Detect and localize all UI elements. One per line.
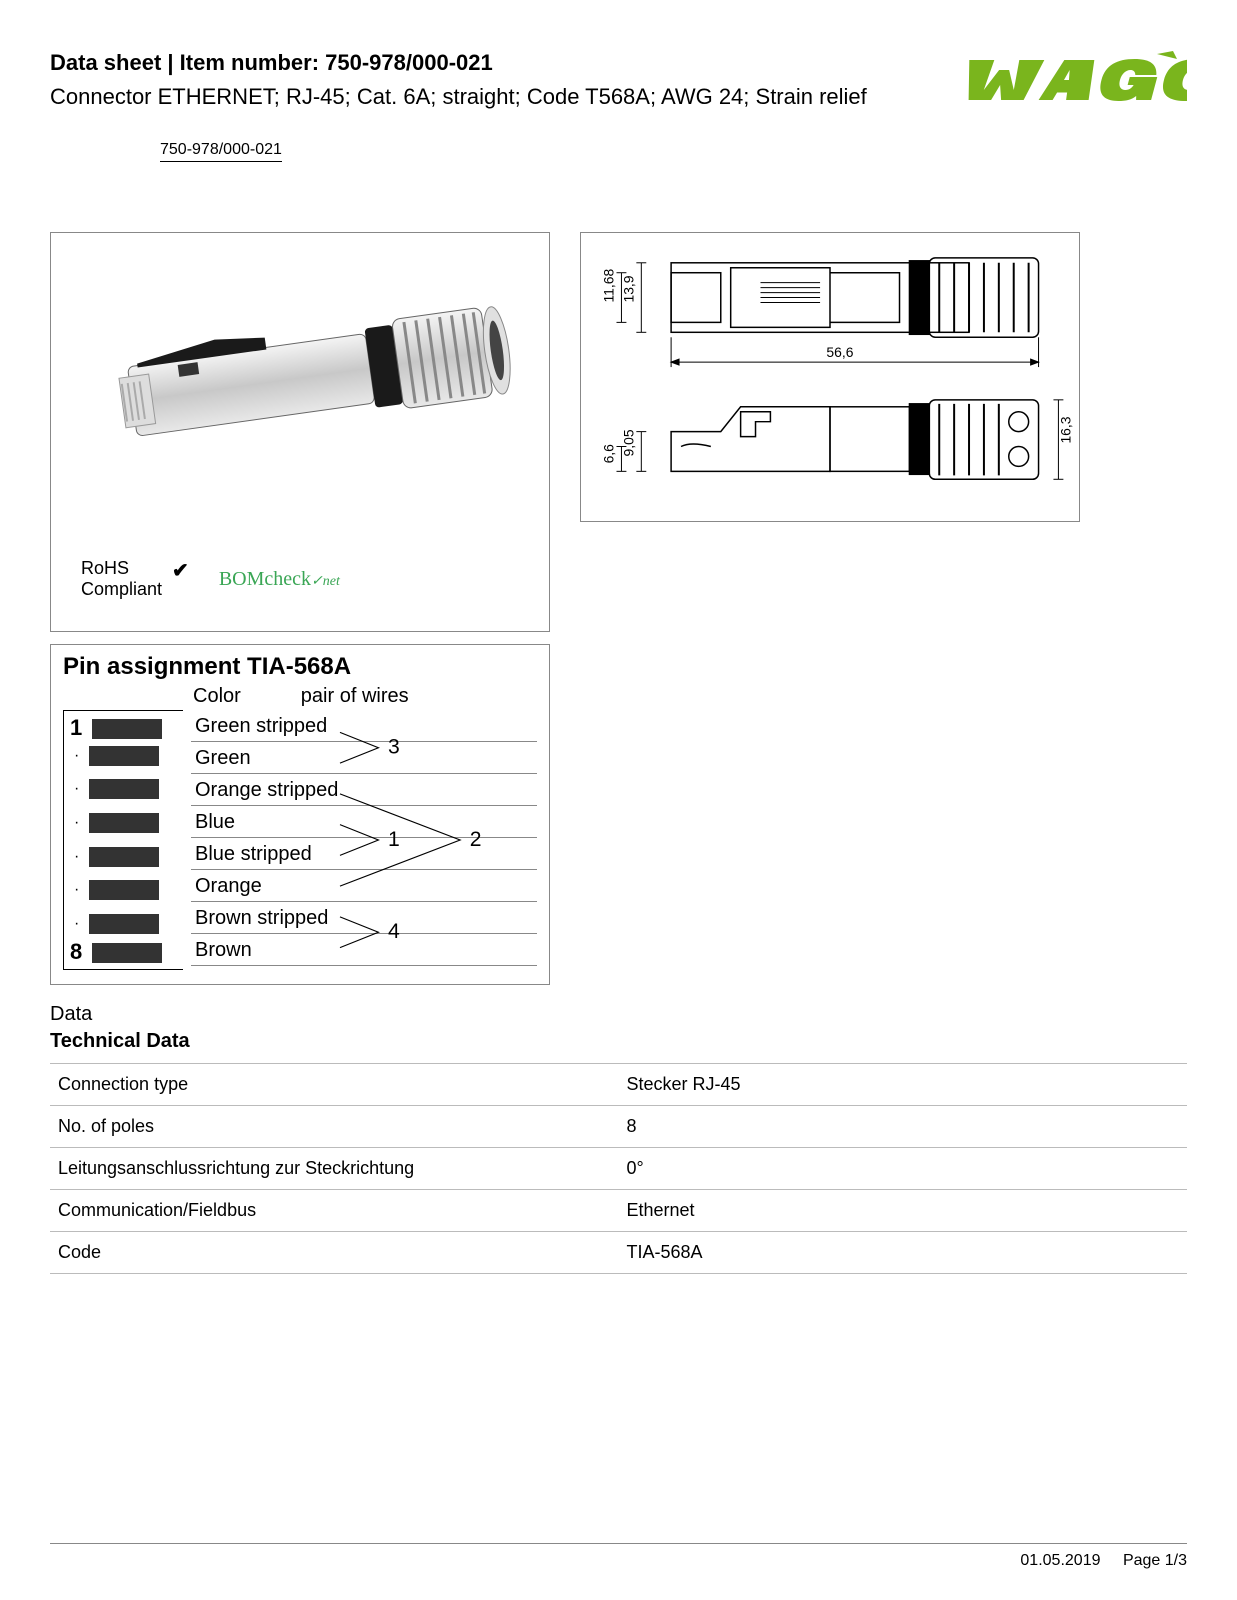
pin-row: Orange stripped: [191, 774, 537, 806]
rohs-line2: Compliant: [81, 579, 162, 601]
pin-diagram: 1 · · · · · · 8 Green stripped Green Ora…: [63, 710, 537, 970]
image-row: RoHS Compliant ✔ BOMcheck✓net: [50, 232, 1187, 632]
title-item-number: 750-978/000-021: [325, 50, 493, 75]
item-number-link[interactable]: 750-978/000-021: [160, 141, 282, 162]
bomcheck-text: BOMcheck: [219, 568, 311, 590]
footer: 01.05.2019 Page 1/3: [50, 1543, 1187, 1570]
pin-row: Blue stripped: [191, 838, 537, 870]
tech-val: Ethernet: [619, 1189, 1188, 1231]
title-label: Item number:: [180, 50, 325, 75]
pin-headers: Color pair of wires: [193, 685, 537, 708]
check-icon: ✔: [172, 558, 189, 583]
tech-key: Leitungsanschlussrichtung zur Steckricht…: [50, 1147, 619, 1189]
pin-row: Green: [191, 742, 537, 774]
footer-date: 01.05.2019: [1020, 1552, 1100, 1569]
product-photo-box: RoHS Compliant ✔ BOMcheck✓net: [50, 232, 550, 632]
table-row: Leitungsanschlussrichtung zur Steckricht…: [50, 1147, 1187, 1189]
tech-val: 0°: [619, 1147, 1188, 1189]
footer-page: Page 1/3: [1123, 1552, 1187, 1569]
bomcheck-badge: BOMcheck✓net: [219, 568, 340, 591]
product-photo: [51, 233, 549, 513]
pin-col-pair: pair of wires: [301, 685, 409, 708]
tech-key: Code: [50, 1231, 619, 1273]
table-row: Code TIA-568A: [50, 1231, 1187, 1273]
compliance-row: RoHS Compliant ✔ BOMcheck✓net: [81, 558, 340, 601]
dim-h3: 9,05: [620, 429, 636, 456]
table-row: Communication/Fieldbus Ethernet: [50, 1189, 1187, 1231]
pin-title: Pin assignment TIA-568A: [63, 653, 537, 681]
technical-drawing: 13,9 11,68 56,6: [581, 233, 1079, 521]
title-prefix: Data sheet: [50, 50, 161, 75]
pin-bar-icon: [92, 719, 162, 739]
data-heading: Data: [50, 1003, 1187, 1026]
dim-length: 56,6: [826, 344, 853, 360]
pin-assignment-box: Pin assignment TIA-568A Color pair of wi…: [50, 644, 550, 985]
dim-h4: 6,6: [601, 444, 617, 464]
tech-val: TIA-568A: [619, 1231, 1188, 1273]
tech-key: No. of poles: [50, 1105, 619, 1147]
title-sep: |: [161, 50, 179, 75]
bomcheck-suffix: ✓net: [311, 574, 340, 589]
table-row: Connection type Stecker RJ-45: [50, 1063, 1187, 1105]
rj45-connector-icon: [80, 283, 520, 463]
pin-row: Orange: [191, 870, 537, 902]
pin-row: Brown: [191, 934, 537, 966]
page-title: Data sheet | Item number: 750-978/000-02…: [50, 50, 927, 76]
dim-h5: 16,3: [1057, 416, 1073, 443]
subtitle: Connector ETHERNET; RJ-45; Cat. 6A; stra…: [50, 82, 927, 113]
pin-left-block: 1 · · · · · · 8: [63, 710, 183, 970]
technical-data-table: Connection type Stecker RJ-45 No. of pol…: [50, 1063, 1187, 1274]
rohs-line1: RoHS: [81, 558, 162, 580]
tech-key: Connection type: [50, 1063, 619, 1105]
dim-h2: 11,68: [601, 268, 617, 302]
technical-drawing-box: 13,9 11,68 56,6: [580, 232, 1080, 522]
pin-row: Brown stripped: [191, 902, 537, 934]
tech-val: 8: [619, 1105, 1188, 1147]
tech-key: Communication/Fieldbus: [50, 1189, 619, 1231]
header-text-block: Data sheet | Item number: 750-978/000-02…: [50, 50, 967, 113]
pin-dots: · · · · · ·: [70, 741, 177, 939]
pin-first: 1: [70, 715, 82, 741]
tech-data-heading: Technical Data: [50, 1030, 1187, 1053]
rohs-badge: RoHS Compliant ✔: [81, 558, 189, 601]
tech-val: Stecker RJ-45: [619, 1063, 1188, 1105]
table-row: No. of poles 8: [50, 1105, 1187, 1147]
dim-h1: 13,9: [620, 275, 636, 302]
pin-col-color: Color: [193, 685, 241, 708]
pin-rows: Green stripped Green Orange stripped Blu…: [191, 710, 537, 970]
pin-row: Blue: [191, 806, 537, 838]
pin-last: 8: [70, 939, 82, 965]
pin-bar-icon: [92, 943, 162, 963]
wago-logo: [967, 50, 1187, 110]
pin-row: Green stripped: [191, 710, 537, 742]
header: Data sheet | Item number: 750-978/000-02…: [50, 50, 1187, 113]
